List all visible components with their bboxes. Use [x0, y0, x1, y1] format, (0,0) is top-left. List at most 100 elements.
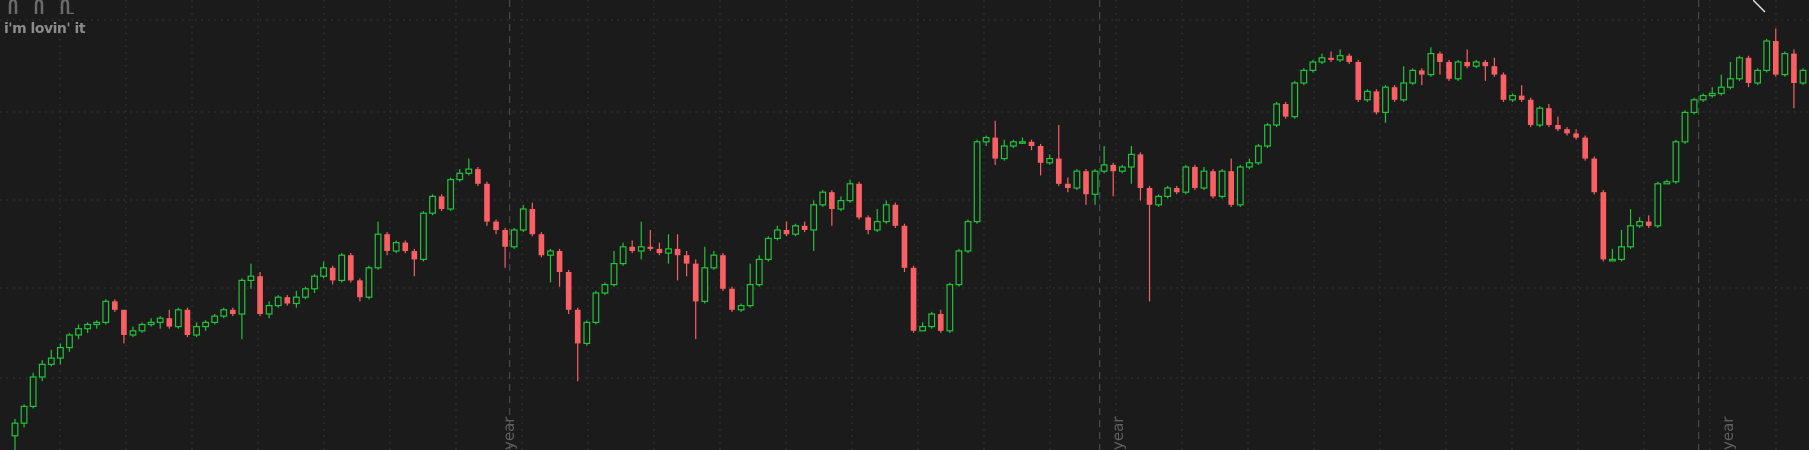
candle-body — [637, 246, 645, 252]
candle — [493, 219, 499, 235]
candle — [357, 278, 363, 302]
candle — [1100, 146, 1108, 174]
candle — [946, 282, 954, 333]
candle-body — [1482, 62, 1489, 67]
candle — [1573, 129, 1579, 140]
candle — [1708, 87, 1716, 98]
candle-body — [1717, 86, 1725, 95]
candle-body — [1118, 166, 1126, 172]
candle-body — [1418, 70, 1425, 75]
candle-body — [374, 233, 382, 269]
candle-body — [547, 250, 554, 256]
candle — [801, 221, 808, 233]
candle-body — [1164, 187, 1172, 197]
candle-body — [1173, 188, 1180, 193]
candle — [1690, 97, 1698, 115]
candle-body — [665, 248, 672, 254]
candle-body — [783, 230, 790, 235]
candle — [892, 202, 899, 228]
candle — [1754, 68, 1762, 86]
candle-body — [392, 242, 400, 252]
candle — [220, 307, 228, 319]
candle-body — [629, 246, 635, 251]
candle-body — [1791, 53, 1797, 83]
candle — [338, 253, 346, 283]
candle-body — [156, 317, 164, 324]
candle-body — [647, 246, 654, 249]
candle-body — [1182, 166, 1190, 193]
candle-body — [1328, 57, 1334, 60]
candle — [1736, 55, 1743, 81]
candle — [692, 259, 699, 340]
candle-body — [1681, 111, 1689, 143]
candle — [1600, 190, 1607, 262]
candle-body — [302, 288, 309, 298]
candle — [846, 179, 854, 203]
candle — [257, 272, 263, 317]
candle-body — [1518, 95, 1525, 100]
candle — [973, 139, 981, 224]
candle — [1110, 162, 1117, 197]
candle-body — [1690, 99, 1698, 114]
candle — [238, 278, 246, 340]
candle — [737, 303, 745, 312]
candle — [547, 248, 554, 283]
candle — [1726, 62, 1734, 90]
candle-body — [384, 234, 390, 251]
candle — [1009, 139, 1017, 149]
candle — [1618, 230, 1625, 262]
candle-body — [56, 347, 64, 359]
candle — [1382, 85, 1389, 123]
candle-body — [1699, 94, 1707, 101]
candle-body — [1763, 40, 1771, 71]
candle — [502, 227, 508, 268]
candle-body — [257, 276, 263, 314]
candle-body — [1055, 158, 1062, 184]
candle-body — [1363, 90, 1371, 101]
candle-body — [47, 357, 55, 366]
candle — [1745, 55, 1752, 88]
candle-body — [1210, 171, 1216, 197]
candle-body — [1781, 52, 1789, 76]
candle-body — [1346, 55, 1353, 62]
candle-body — [710, 254, 718, 269]
candle — [265, 301, 273, 319]
candle — [1210, 169, 1216, 199]
candle-body — [1282, 104, 1289, 117]
candle-body — [992, 137, 999, 159]
candle-body — [1336, 55, 1344, 61]
candle-body — [873, 221, 881, 231]
candle-body — [1591, 158, 1598, 193]
candle — [20, 404, 28, 428]
candle-body — [829, 192, 835, 209]
brand-logo: i'm lovin' it — [2, 0, 92, 38]
candle — [384, 232, 390, 256]
candle-body — [102, 300, 110, 323]
candle — [665, 234, 672, 264]
candle — [856, 181, 862, 220]
candle-body — [901, 225, 908, 268]
candle — [601, 282, 609, 296]
candle-body — [529, 209, 536, 235]
candle — [510, 227, 518, 249]
year-label: year — [1719, 416, 1737, 450]
candle — [302, 286, 309, 300]
candle — [783, 221, 790, 237]
candle — [538, 232, 545, 258]
candle-body — [1799, 69, 1807, 84]
candle-body — [1636, 221, 1644, 227]
candle — [121, 309, 127, 344]
candle-body — [1382, 86, 1389, 113]
candle-body — [484, 183, 490, 222]
candle — [720, 253, 726, 291]
candle-body — [1146, 188, 1153, 205]
candle — [610, 251, 618, 287]
candle-body — [1391, 87, 1398, 100]
candle — [184, 307, 191, 338]
candle — [1309, 59, 1317, 73]
candle — [1318, 53, 1326, 65]
candle — [1400, 66, 1408, 102]
candle — [1491, 57, 1498, 77]
candle — [193, 322, 200, 338]
candle-body — [1083, 171, 1089, 195]
